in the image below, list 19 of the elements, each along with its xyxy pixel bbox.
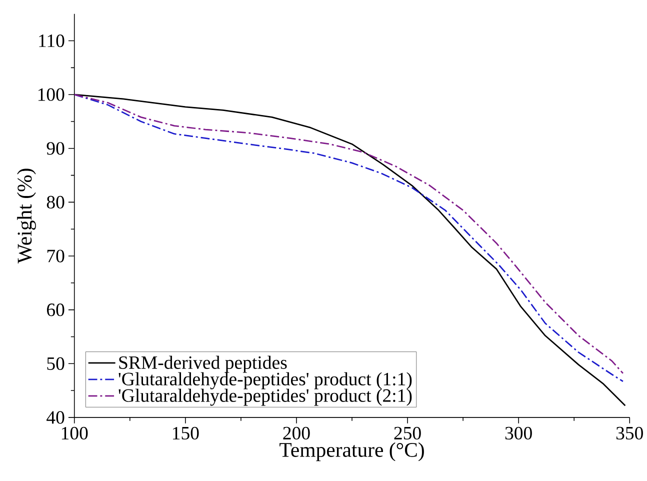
x-tick-label: 350 bbox=[616, 426, 643, 440]
y-tick-label: 100 bbox=[38, 88, 64, 101]
y-tick-label: 40 bbox=[46, 411, 64, 424]
y-axis-title: Weight (%) bbox=[17, 168, 36, 264]
legend-label: SRM-derived peptides bbox=[119, 356, 287, 373]
y-tick-label: 110 bbox=[39, 34, 64, 48]
x-tick-label: 200 bbox=[283, 426, 310, 440]
legend-label: 'Glutaraldehyde-peptides' product (1:1) bbox=[118, 372, 412, 390]
y-tick-label: 80 bbox=[46, 196, 64, 209]
y-tick-label: 60 bbox=[46, 304, 64, 316]
legend-label: 'Glutaraldehyde-peptides' product (2:1) bbox=[118, 388, 412, 406]
x-tick-label: 250 bbox=[394, 426, 421, 440]
y-tick-label: 50 bbox=[47, 357, 64, 370]
y-tick-label: 90 bbox=[46, 142, 64, 155]
x-tick-label: 100 bbox=[62, 426, 88, 440]
x-tick-label: 150 bbox=[172, 426, 199, 440]
x-axis-title: Temperature (°C) bbox=[280, 442, 424, 462]
x-tick-label: 300 bbox=[505, 426, 532, 440]
y-tick-label: 70 bbox=[47, 250, 64, 262]
